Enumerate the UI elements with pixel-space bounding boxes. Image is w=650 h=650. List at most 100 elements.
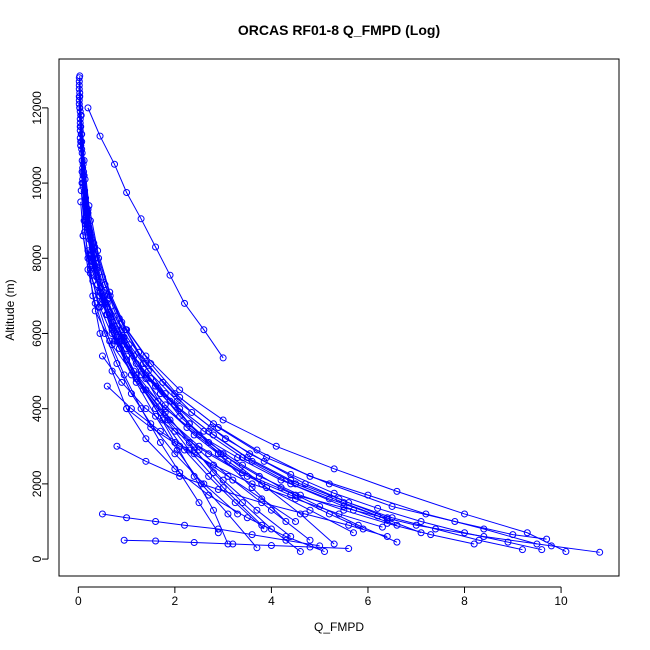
data-point xyxy=(229,476,237,484)
data-point xyxy=(349,529,357,537)
data-point xyxy=(209,431,217,439)
data-point xyxy=(214,486,222,494)
data-point xyxy=(214,529,222,537)
data-point xyxy=(120,536,128,544)
data-point xyxy=(137,371,145,379)
data-point xyxy=(253,506,261,514)
data-point xyxy=(152,382,160,390)
series-line xyxy=(124,539,349,550)
series-line xyxy=(87,107,224,359)
plot-frame xyxy=(58,58,620,577)
data-point xyxy=(176,472,184,480)
data-point xyxy=(277,476,285,484)
x-axis-label: Q_FMPD xyxy=(314,620,364,634)
data-point xyxy=(93,273,101,281)
data-point xyxy=(422,510,430,518)
y-tick-label: 4000 xyxy=(30,395,44,422)
data-point xyxy=(79,232,87,240)
data-point xyxy=(75,100,83,108)
data-point xyxy=(171,450,179,458)
data-point xyxy=(205,450,213,458)
data-point xyxy=(287,533,295,541)
data-point xyxy=(219,354,227,362)
data-point xyxy=(538,546,546,554)
data-point xyxy=(91,307,99,315)
data-point xyxy=(113,442,121,450)
data-point xyxy=(106,337,114,345)
data-point xyxy=(345,545,353,553)
data-point xyxy=(246,450,254,458)
data-point xyxy=(181,299,189,307)
data-point xyxy=(78,145,86,153)
data-point xyxy=(154,397,162,405)
data-point xyxy=(292,495,300,503)
data-point xyxy=(108,367,116,375)
data-point xyxy=(296,491,304,499)
data-point xyxy=(147,420,155,428)
data-point xyxy=(156,390,164,398)
data-point xyxy=(374,504,382,512)
data-point xyxy=(461,510,469,518)
data-point xyxy=(393,538,401,546)
data-point xyxy=(248,480,256,488)
data-point xyxy=(248,484,256,492)
data-point xyxy=(113,360,121,368)
y-tick-label: 8000 xyxy=(30,245,44,272)
y-tick-label: 6000 xyxy=(30,320,44,347)
data-point xyxy=(123,514,131,522)
data-point xyxy=(272,442,280,450)
series-line xyxy=(106,385,296,522)
series-line xyxy=(79,96,523,551)
data-point xyxy=(214,525,222,533)
data-point xyxy=(173,446,181,454)
y-tick-label: 0 xyxy=(30,555,44,562)
data-point xyxy=(159,416,167,424)
data-point xyxy=(123,188,131,196)
data-point xyxy=(144,367,152,375)
data-point xyxy=(147,423,155,431)
series-line xyxy=(94,310,422,534)
series-line xyxy=(102,513,320,547)
data-point xyxy=(383,533,391,541)
data-point xyxy=(200,427,208,435)
data-point xyxy=(248,531,256,539)
data-point xyxy=(267,542,275,550)
data-point xyxy=(188,408,196,416)
data-point xyxy=(181,521,189,529)
data-point xyxy=(96,303,104,311)
data-point xyxy=(108,341,116,349)
series-line xyxy=(116,445,388,537)
data-point xyxy=(137,405,145,413)
data-point xyxy=(176,469,184,477)
data-point xyxy=(86,262,94,270)
data-point xyxy=(190,450,198,458)
data-point xyxy=(118,337,126,345)
data-point xyxy=(504,538,512,546)
data-point xyxy=(596,548,604,556)
data-point xyxy=(103,303,111,311)
series-line xyxy=(80,190,219,534)
data-point xyxy=(209,506,217,514)
data-point xyxy=(287,470,295,478)
data-point xyxy=(190,431,198,439)
data-point xyxy=(123,405,131,413)
data-point xyxy=(234,510,242,518)
data-point xyxy=(81,228,89,236)
data-point xyxy=(255,472,263,480)
data-point xyxy=(461,529,469,537)
data-point xyxy=(82,209,90,217)
data-point xyxy=(101,281,109,289)
data-point xyxy=(118,378,126,386)
data-point xyxy=(127,390,135,398)
data-point xyxy=(111,337,119,345)
data-point xyxy=(205,472,213,480)
data-point xyxy=(282,536,290,544)
data-point xyxy=(152,405,160,413)
series-line xyxy=(92,280,388,521)
data-point xyxy=(330,465,338,473)
x-tick-label: 4 xyxy=(268,594,275,608)
data-point xyxy=(335,510,343,518)
data-point xyxy=(451,517,459,525)
data-point xyxy=(383,519,391,527)
